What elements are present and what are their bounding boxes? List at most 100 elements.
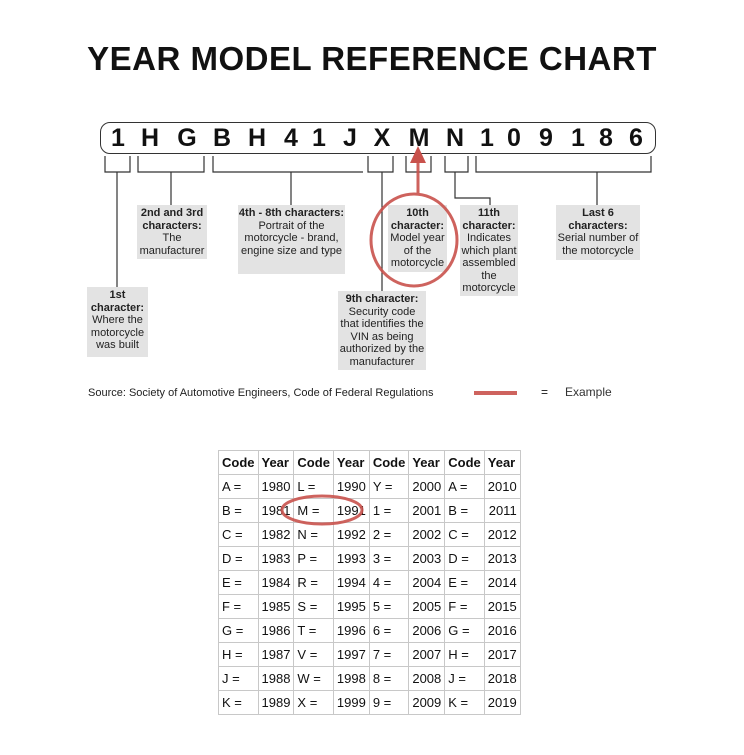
- vin-character: 4: [284, 124, 298, 152]
- label-text: Serial number of the motorcycle: [557, 232, 639, 257]
- label-heading: Last 6 characters:: [568, 207, 628, 232]
- code-cell: E =: [444, 570, 485, 595]
- table-row: F = 1985 S = 1995 5 = 2005 F = 2015: [218, 594, 521, 619]
- table-highlight-circle: [280, 494, 364, 526]
- vin-character: N: [445, 124, 465, 152]
- label-text: The manufacturer: [139, 232, 205, 257]
- table-row: E = 1984 R = 1994 4 = 2004 E = 2014: [218, 570, 521, 595]
- year-cell: 2007: [408, 642, 446, 667]
- column-header: Year: [408, 450, 446, 475]
- code-cell: R =: [293, 570, 334, 595]
- label-heading: 9th character:: [345, 293, 419, 305]
- code-cell: B =: [218, 498, 259, 523]
- year-cell: 2012: [483, 522, 521, 547]
- year-cell: 2014: [483, 570, 521, 595]
- code-cell: 1 =: [368, 498, 410, 523]
- year-cell: 1989: [257, 690, 295, 715]
- label-4th-8th-characters: 4th - 8th characters: Portrait of the mot…: [238, 205, 345, 274]
- year-cell: 1984: [257, 570, 295, 595]
- code-cell: M =: [293, 498, 334, 523]
- year-cell: 2001: [408, 498, 446, 523]
- year-cell: 1988: [257, 666, 295, 691]
- label-last-6-characters: Last 6 characters: Serial number of the m…: [556, 205, 640, 260]
- year-cell: 1987: [257, 642, 295, 667]
- vin-character: 9: [539, 124, 553, 152]
- label-heading: 4th - 8th characters:: [238, 207, 345, 219]
- vin-character: H: [247, 124, 267, 152]
- year-cell: 2005: [408, 594, 446, 619]
- vin-character: 0: [507, 124, 521, 152]
- bracket-11th: [444, 156, 491, 205]
- label-text: Portrait of the motorcycle - brand, engi…: [241, 219, 342, 257]
- year-cell: 2004: [408, 570, 446, 595]
- code-cell: K =: [218, 690, 259, 715]
- year-cell: 2019: [483, 690, 521, 715]
- bracket-2nd-3rd: [137, 156, 205, 205]
- year-cell: 2011: [483, 498, 521, 523]
- code-cell: 8 =: [368, 666, 410, 691]
- vin-character: H: [140, 124, 160, 152]
- year-cell: 2009: [408, 690, 446, 715]
- legend-example-label: Example: [565, 385, 612, 399]
- code-cell: 3 =: [368, 546, 410, 571]
- year-cell: 2010: [483, 474, 521, 499]
- column-header: Code: [444, 450, 485, 475]
- code-cell: D =: [218, 546, 259, 571]
- label-heading: 10th character:: [390, 207, 445, 232]
- year-cell: 1982: [257, 522, 295, 547]
- bracket-4th-8th: [212, 156, 363, 205]
- label-text: Model year of the motorcycle: [390, 232, 445, 269]
- year-cell: 1994: [332, 570, 370, 595]
- year-cell: 2015: [483, 594, 521, 619]
- year-cell: 1993: [332, 546, 370, 571]
- year-code-table: Code Year Code Year Code Year Code Year A = 1980…: [218, 450, 521, 715]
- table-row: G = 1986 T = 1996 6 = 2006 G = 2016: [218, 618, 521, 643]
- column-header: Code: [293, 450, 334, 475]
- table-header-row: Code Year Code Year Code Year Code Year: [218, 450, 521, 475]
- bracket-1st: [104, 156, 131, 287]
- code-cell: G =: [444, 618, 485, 643]
- tenth-character-highlight-circle: [369, 192, 459, 288]
- label-2nd-3rd-characters: 2nd and 3rd characters: The manufacturer: [137, 205, 207, 259]
- code-cell: J =: [444, 666, 485, 691]
- label-heading: 2nd and 3rd characters:: [140, 207, 204, 232]
- vin-character: M: [408, 124, 430, 152]
- year-cell: 2003: [408, 546, 446, 571]
- year-cell: 2006: [408, 618, 446, 643]
- code-cell: Y =: [368, 474, 410, 499]
- year-cell: 1983: [257, 546, 295, 571]
- column-header: Year: [332, 450, 370, 475]
- code-cell: 6 =: [368, 618, 410, 643]
- code-cell: 5 =: [368, 594, 410, 619]
- year-cell: 1995: [332, 594, 370, 619]
- vin-character: 1: [571, 124, 585, 152]
- bracket-last-6: [475, 156, 652, 205]
- code-cell: G =: [218, 618, 259, 643]
- table-row: D = 1983 P = 1993 3 = 2003 D = 2013: [218, 546, 521, 571]
- vin-box: [100, 122, 656, 154]
- table-row: H = 1987 V = 1997 7 = 2007 H = 2017: [218, 642, 521, 667]
- code-cell: 4 =: [368, 570, 410, 595]
- source-note: Source: Society of Automotive Engineers,…: [88, 387, 434, 399]
- vin-character: X: [373, 124, 391, 152]
- vin-character: B: [212, 124, 232, 152]
- label-1st-character: 1st character: Where the motorcycle was b…: [87, 287, 148, 357]
- code-cell: D =: [444, 546, 485, 571]
- label-text: Security code that identifies the VIN as…: [339, 305, 425, 368]
- label-text: Indicates which plant assembled the moto…: [461, 232, 517, 294]
- column-header: Year: [483, 450, 521, 475]
- year-cell: 1999: [332, 690, 370, 715]
- vin-character: 8: [599, 124, 613, 152]
- code-cell: N =: [293, 522, 334, 547]
- vin-character: 1: [111, 124, 125, 152]
- vin-character: J: [343, 124, 357, 152]
- vin-character: 1: [312, 124, 326, 152]
- year-cell: 1980: [257, 474, 295, 499]
- vin-character: 1: [480, 124, 494, 152]
- vin-character: G: [177, 124, 197, 152]
- legend-equals: =: [541, 385, 549, 399]
- page-title: YEAR MODEL REFERENCE CHART: [87, 40, 657, 77]
- code-cell: C =: [444, 522, 485, 547]
